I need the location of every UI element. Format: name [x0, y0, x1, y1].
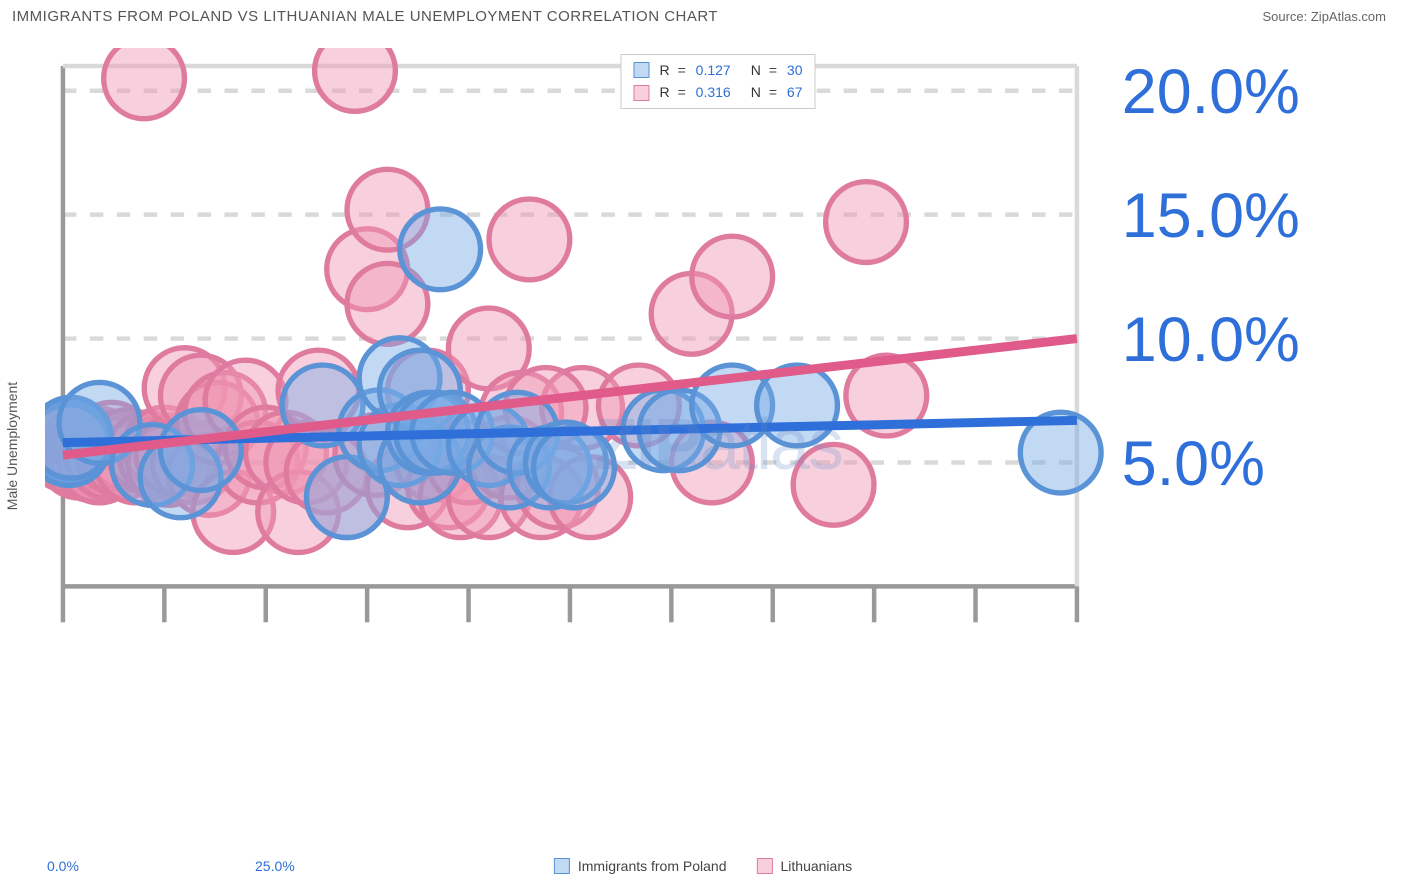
- y-axis-label: Male Unemployment: [4, 382, 20, 510]
- x-axis-end-label: 25.0%: [255, 858, 295, 874]
- scatter-plot: 5.0% 10.0% 15.0% 20.0%: [45, 48, 1391, 721]
- svg-text:20.0%: 20.0%: [1122, 57, 1300, 127]
- legend-n-label: N: [751, 59, 761, 81]
- svg-text:5.0%: 5.0%: [1122, 429, 1265, 499]
- data-point: [400, 209, 481, 290]
- legend-n-value: 30: [783, 59, 802, 81]
- legend-swatch: [633, 85, 649, 101]
- chart-title: IMMIGRANTS FROM POLAND VS LITHUANIAN MAL…: [12, 8, 718, 25]
- x-axis-start-label: 0.0%: [47, 858, 79, 874]
- data-point: [793, 444, 874, 525]
- legend-eq: =: [769, 59, 777, 81]
- legend-r-label: R: [659, 81, 669, 103]
- data-point: [160, 410, 241, 491]
- data-point: [826, 182, 907, 263]
- legend-series-label: Immigrants from Poland: [578, 858, 727, 874]
- legend-r-value: 0.127: [692, 59, 731, 81]
- legend-swatch: [633, 62, 649, 78]
- legend-r-value: 0.316: [692, 81, 731, 103]
- data-point: [489, 199, 570, 280]
- data-point: [692, 236, 773, 317]
- series-legend: Immigrants from Poland Lithuanians: [554, 858, 852, 874]
- legend-row: R = 0.316 N = 67: [633, 81, 802, 103]
- svg-text:15.0%: 15.0%: [1122, 181, 1300, 251]
- legend-series-label: Lithuanians: [780, 858, 852, 874]
- chart-header: IMMIGRANTS FROM POLAND VS LITHUANIAN MAL…: [0, 0, 1406, 33]
- source-prefix: Source:: [1262, 9, 1310, 24]
- data-point: [315, 48, 396, 111]
- legend-eq: =: [678, 81, 686, 103]
- chart-area: 5.0%10.0%15.0%20.0% ZIPatlas R= 0.127N= …: [45, 48, 1391, 842]
- svg-text:10.0%: 10.0%: [1122, 305, 1300, 375]
- source-name: ZipAtlas.com: [1311, 9, 1386, 24]
- legend-item: Immigrants from Poland: [554, 858, 727, 874]
- legend-swatch: [554, 858, 570, 874]
- legend-swatch: [756, 858, 772, 874]
- data-point: [104, 48, 185, 119]
- legend-r-label: R: [659, 59, 669, 81]
- data-point: [534, 427, 615, 508]
- correlation-legend: R = 0.127 N = 30 R = 0.316 N = 67: [620, 54, 815, 109]
- legend-eq: =: [678, 59, 686, 81]
- legend-item: Lithuanians: [756, 858, 852, 874]
- source-attribution: Source: ZipAtlas.com: [1262, 9, 1386, 24]
- legend-row: R = 0.127 N = 30: [633, 59, 802, 81]
- legend-eq: =: [769, 81, 777, 103]
- legend-n-label: N: [751, 81, 761, 103]
- legend-n-value: 67: [783, 81, 802, 103]
